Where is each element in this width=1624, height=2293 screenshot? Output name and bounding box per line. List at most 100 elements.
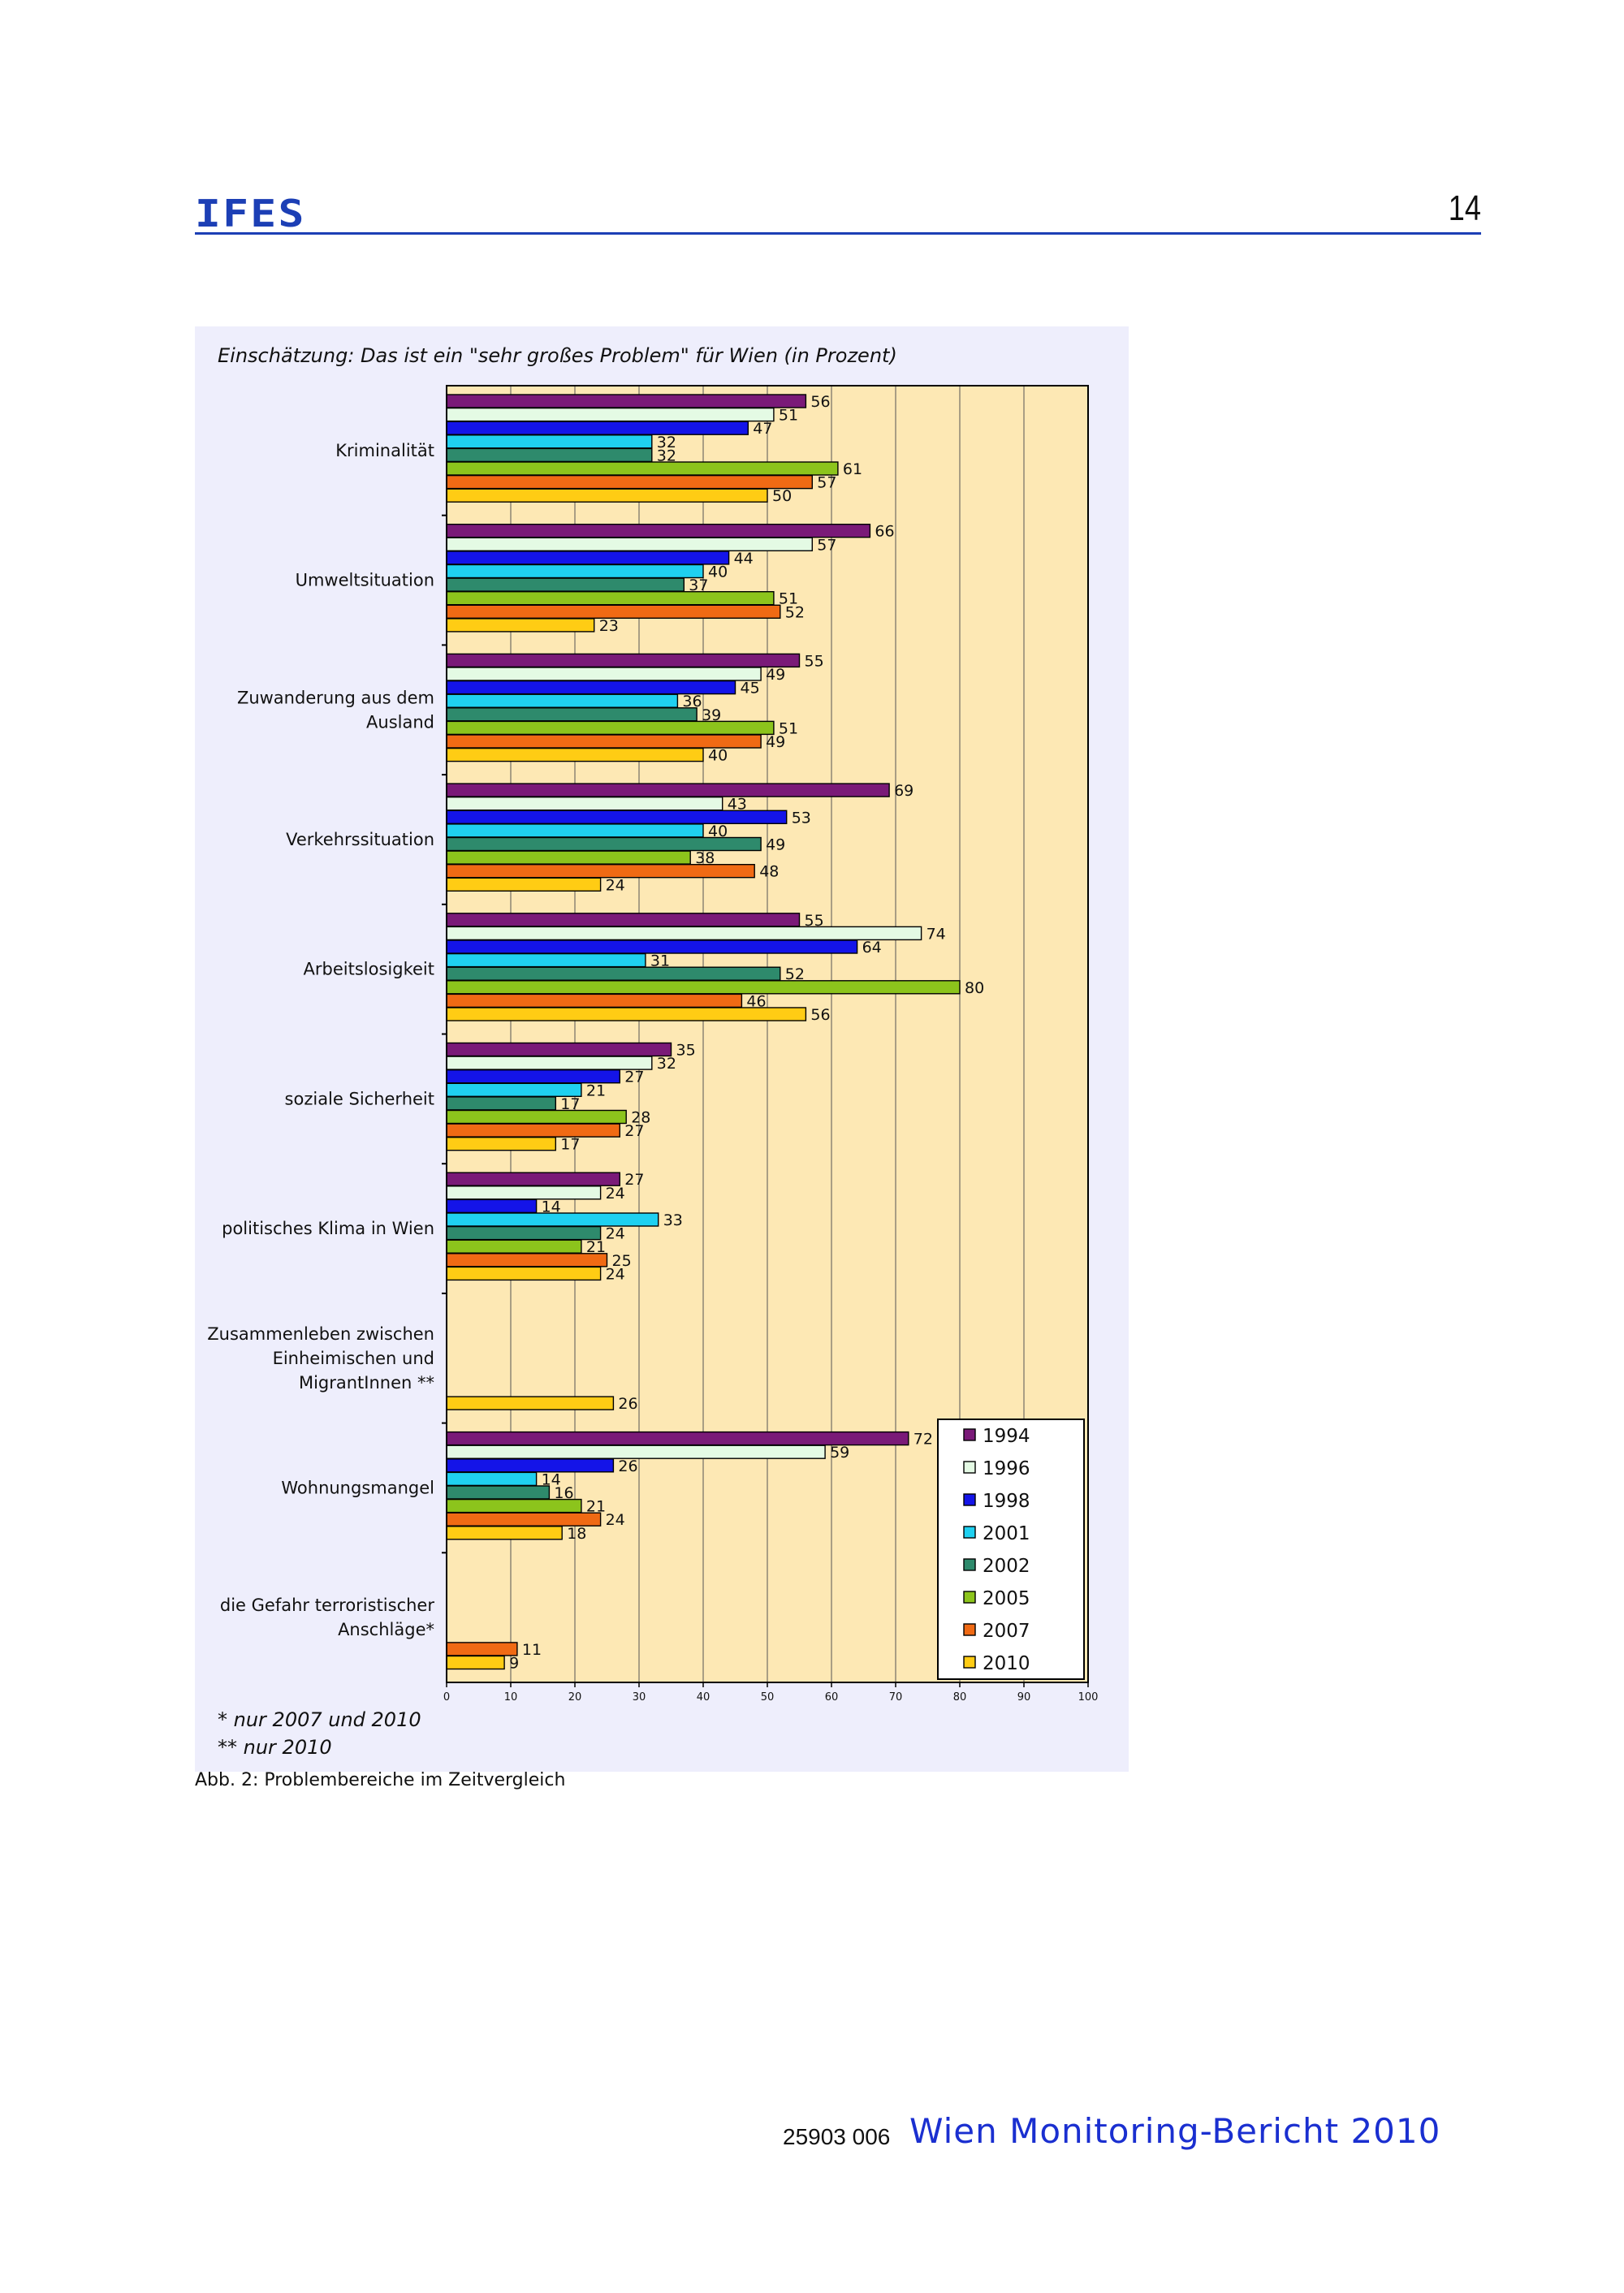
- value-label: 44: [734, 550, 754, 568]
- category-label: Zusammenleben zwischen Einheimischen und M…: [207, 1324, 434, 1393]
- bar-2005: [446, 850, 691, 865]
- bar-2001: [446, 693, 679, 708]
- bar-2010: [446, 1136, 557, 1151]
- bar-1996: [446, 667, 762, 681]
- value-label: 43: [728, 796, 747, 814]
- value-label: 52: [785, 603, 805, 621]
- ifes-logo: IFES: [195, 192, 306, 235]
- legend-label-1996: 1996: [983, 1458, 1030, 1479]
- bar-2001: [446, 1212, 659, 1227]
- category-label: Arbeitslosigkeit: [304, 960, 434, 979]
- bar-1994: [446, 1042, 672, 1057]
- bar-2010: [446, 1526, 563, 1540]
- bar-1996: [446, 1444, 826, 1459]
- value-label: 45: [741, 680, 760, 697]
- category-label: Verkehrssituation: [286, 830, 434, 849]
- bar-2007: [446, 1123, 621, 1138]
- bar-1994: [446, 653, 801, 668]
- bar-1994: [446, 524, 871, 538]
- value-label: 23: [599, 617, 619, 635]
- bar-2002: [446, 836, 762, 852]
- value-label: 72: [914, 1431, 933, 1449]
- value-label: 28: [631, 1109, 650, 1127]
- legend-label-2002: 2002: [983, 1556, 1030, 1577]
- value-label: 26: [618, 1395, 637, 1413]
- value-label: 37: [689, 576, 708, 594]
- legend-box: [937, 1419, 1085, 1680]
- x-tick-label: 60: [825, 1691, 839, 1704]
- legend-label-1998: 1998: [983, 1491, 1030, 1512]
- x-tick-label: 10: [504, 1691, 518, 1704]
- bar-1998: [446, 939, 858, 954]
- bar-2010: [446, 1655, 505, 1670]
- value-label: 21: [586, 1498, 606, 1516]
- bar-1996: [446, 1056, 653, 1070]
- bar-2002: [446, 1096, 557, 1111]
- bar-2007: [446, 863, 755, 879]
- value-label: 11: [522, 1641, 542, 1659]
- bar-2002: [446, 577, 685, 592]
- value-label: 52: [785, 965, 805, 983]
- category-label: Zuwanderung aus dem Ausland: [237, 688, 434, 732]
- value-label: 17: [560, 1136, 580, 1154]
- value-label: 57: [817, 474, 836, 492]
- bar-2010: [446, 1007, 807, 1021]
- value-label: 14: [542, 1198, 561, 1216]
- legend-label-2001: 2001: [983, 1523, 1030, 1544]
- page-number: 14: [1448, 188, 1481, 228]
- value-label: 36: [682, 693, 702, 710]
- bar-2002: [446, 707, 698, 722]
- bar-1998: [446, 680, 736, 695]
- value-label: 31: [650, 952, 670, 970]
- x-tick-label: 0: [443, 1691, 450, 1704]
- value-label: 39: [702, 706, 721, 724]
- value-label: 24: [606, 1185, 625, 1203]
- bar-1998: [446, 551, 730, 565]
- value-label: 18: [567, 1525, 586, 1543]
- value-label: 24: [606, 1511, 625, 1529]
- bar-1998: [446, 1458, 615, 1473]
- bar-1998: [446, 1069, 621, 1084]
- chart-title: Einschätzung: Das ist ein "sehr großes P…: [218, 344, 897, 367]
- value-label: 27: [624, 1171, 644, 1189]
- category-label: die Gefahr terroristischer Anschläge*: [220, 1596, 434, 1639]
- value-label: 51: [779, 590, 798, 608]
- value-label: 9: [509, 1655, 519, 1673]
- value-label: 24: [606, 876, 625, 894]
- bar-1996: [446, 407, 775, 422]
- value-label: 46: [746, 992, 766, 1010]
- value-label: 32: [657, 434, 676, 451]
- category-label: Umweltsituation: [296, 571, 434, 590]
- bar-2002: [446, 447, 653, 463]
- bar-2001: [446, 1471, 538, 1487]
- value-label: 49: [766, 666, 785, 684]
- bar-2001: [446, 952, 646, 968]
- bar-2005: [446, 461, 839, 476]
- value-label: 57: [817, 536, 836, 554]
- value-label: 74: [926, 925, 946, 943]
- category-label: soziale Sicherheit: [285, 1089, 434, 1108]
- value-label: 32: [657, 447, 676, 464]
- value-label: 35: [676, 1042, 696, 1060]
- value-label: 27: [624, 1069, 644, 1086]
- bar-2005: [446, 980, 961, 995]
- report-code: 25903 006: [783, 2124, 891, 2149]
- value-label: 21: [586, 1238, 606, 1256]
- bar-2001: [446, 564, 704, 579]
- bar-1994: [446, 394, 807, 408]
- value-label: 64: [862, 939, 882, 956]
- value-label: 51: [779, 407, 798, 425]
- value-label: 16: [554, 1484, 573, 1502]
- bar-2010: [446, 488, 768, 503]
- x-tick-label: 80: [953, 1691, 967, 1704]
- value-label: 26: [618, 1457, 637, 1475]
- bar-1994: [446, 783, 890, 797]
- bar-2007: [446, 734, 762, 749]
- value-label: 14: [542, 1470, 561, 1488]
- bar-2005: [446, 1109, 627, 1125]
- value-label: 69: [894, 782, 914, 800]
- bar-1998: [446, 1198, 538, 1214]
- value-label: 38: [695, 849, 715, 867]
- bar-2010: [446, 747, 704, 762]
